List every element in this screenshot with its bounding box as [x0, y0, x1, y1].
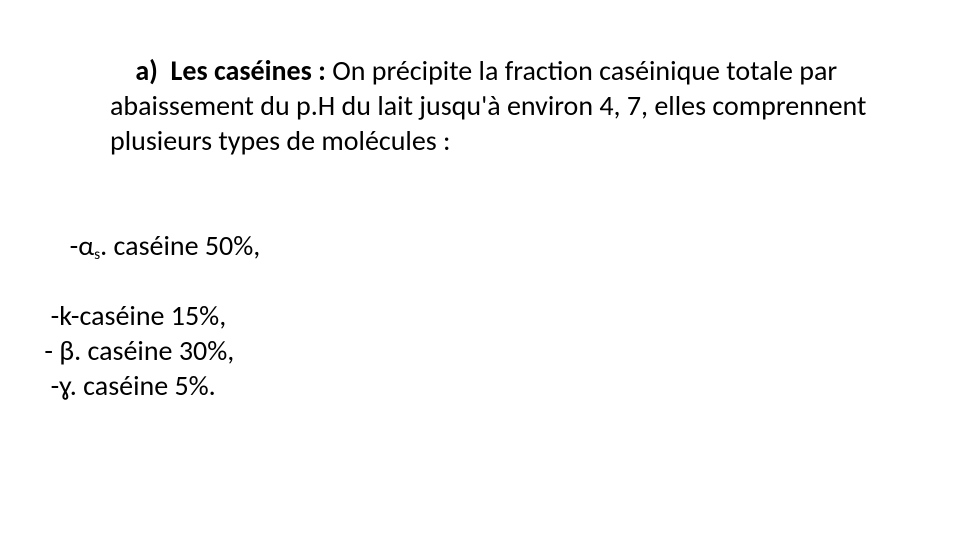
casein-alpha-pre: -α [63, 228, 94, 263]
list-marker: a) [135, 53, 170, 88]
casein-gamma-line: -ɣ. caséine 5%. [0, 368, 960, 403]
slide: a) Les caséines : On précipite la fracti… [0, 0, 960, 540]
heading-bold: Les caséines : [171, 53, 326, 88]
casein-alpha-subscript: s [94, 245, 100, 264]
casein-beta-line: - β. caséine 30%, [0, 333, 960, 368]
casein-k-line: -k-caséine 15%, [0, 298, 960, 333]
casein-alpha-line: -αs. caséine 50%, [0, 193, 960, 298]
casein-alpha-post: . caséine 50%, [100, 228, 260, 263]
intro-paragraph: a) Les caséines : On précipite la fracti… [0, 18, 960, 193]
